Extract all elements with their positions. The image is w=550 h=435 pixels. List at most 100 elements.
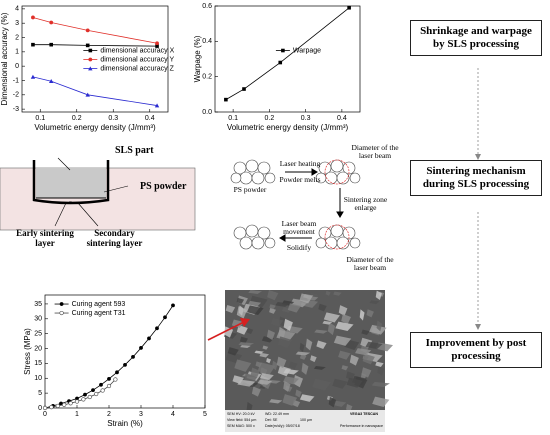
sem-text: SEM HV: 20.0 kV [227, 412, 255, 416]
sem-grain [283, 318, 293, 331]
x-tick-label: 1 [75, 411, 79, 418]
sem-grain [262, 345, 269, 350]
y-tick-label: 0.2 [202, 74, 212, 81]
flow-box: Sintering mechanism during SLS processin… [410, 160, 542, 196]
y-tick-label: 2 [15, 34, 19, 41]
marker [62, 402, 67, 407]
label: c [69, 200, 72, 206]
y-tick-label: 0 [38, 405, 42, 412]
plot-frame [21, 5, 169, 113]
y-tick-label: -1 [13, 77, 19, 84]
y-tick-label: 0 [15, 63, 19, 70]
sem-grain [338, 305, 348, 316]
legend-marker [281, 48, 285, 53]
marker [85, 28, 90, 33]
sem-grain [248, 290, 262, 294]
legend-label: Curing agent 593 [72, 301, 126, 308]
marker [347, 5, 351, 10]
sem-grain [299, 342, 305, 352]
sem-grain [305, 338, 313, 351]
sem-grain [361, 367, 372, 378]
marker [139, 346, 143, 350]
x-tick-label: 5 [203, 411, 207, 418]
sem-grain [269, 307, 276, 314]
label: PS powder [233, 185, 267, 194]
y-tick-label: 0.4 [202, 38, 212, 45]
sem-grain [246, 327, 254, 335]
legend-marker [59, 310, 64, 316]
sem-grain [299, 354, 307, 360]
sem-grain [322, 320, 333, 325]
sem-grain [377, 365, 385, 376]
sem-grain [267, 290, 279, 301]
sem-grain [227, 347, 239, 356]
sem-grain [282, 394, 298, 406]
legend-marker [59, 302, 64, 306]
sem-grain [225, 304, 236, 314]
sem-grain [372, 396, 390, 408]
y-tick-label: 1 [15, 49, 19, 56]
marker [113, 377, 118, 382]
marker [278, 60, 283, 65]
sem-text: SEM MAG: 500 x [227, 424, 255, 428]
sem-grain [335, 321, 354, 332]
legend-label: Curing agent T31 [72, 310, 126, 317]
sem-grain [369, 300, 380, 305]
sem-grain [366, 309, 374, 318]
marker [49, 405, 54, 410]
label: Early sintering layer [16, 228, 74, 248]
x-axis-label: Volumetric energy density (J/mm³) [227, 123, 349, 132]
marker [155, 41, 159, 46]
sem-grain [277, 365, 291, 377]
marker [85, 92, 90, 97]
legend-label: dimensional accuracy X [100, 47, 174, 54]
label: Secondary sintering layer [86, 228, 143, 248]
marker [99, 382, 103, 387]
y-tick-label: 15 [34, 360, 42, 367]
marker [100, 388, 105, 393]
y-axis-label: Warpage (%) [193, 35, 202, 82]
marker [163, 315, 167, 320]
label: PS powder [140, 181, 187, 192]
sem-grain [277, 336, 293, 349]
label: SLS part [115, 145, 154, 156]
sem-grain [325, 290, 331, 296]
sem-grain [257, 362, 276, 375]
y-axis-label: Stress (MPa) [23, 328, 32, 375]
series-line [225, 7, 350, 100]
marker [59, 401, 63, 406]
sem-text: WD: 22.49 mm [265, 412, 289, 416]
sem-text: 100 μm [300, 418, 313, 422]
sem-grain [272, 360, 278, 371]
sem-grain [257, 379, 273, 385]
sem-grain [338, 350, 351, 360]
sem-grain [333, 335, 352, 346]
y-tick-label: 10 [34, 375, 42, 382]
sem-text: View field: 554 μm [227, 418, 257, 422]
sem-grain [238, 342, 255, 346]
sem-grain [270, 317, 284, 327]
marker [115, 370, 119, 375]
marker [154, 103, 160, 108]
leader [103, 185, 129, 193]
marker [242, 87, 246, 91]
marker [123, 362, 127, 367]
x-axis-label: Volumetric energy density (J/mm³) [34, 123, 156, 132]
marker [224, 97, 228, 102]
plot-frame [44, 294, 206, 409]
sem-grain [316, 340, 327, 349]
sem-grain [259, 373, 274, 381]
sem-grain [266, 357, 272, 364]
sem-grain [254, 350, 264, 354]
sem-grain [361, 329, 370, 336]
sem-grain [276, 356, 287, 369]
sem-grain [332, 378, 348, 389]
sem-grain [269, 399, 283, 404]
sem-grain [283, 380, 291, 392]
sem-grain [301, 362, 309, 375]
x-tick-label: 0.3 [301, 115, 311, 122]
legend-marker [88, 66, 93, 71]
x-tick-label: 0.2 [72, 115, 82, 122]
y-tick-label: 30 [34, 316, 42, 323]
